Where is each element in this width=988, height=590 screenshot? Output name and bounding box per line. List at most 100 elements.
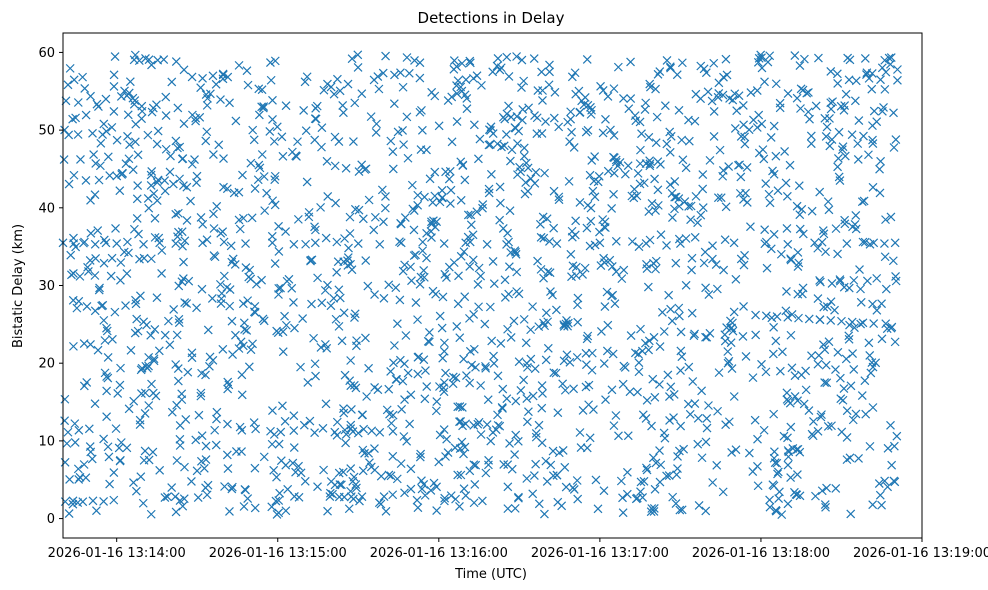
data-point <box>551 368 561 378</box>
data-point <box>307 299 316 309</box>
data-point <box>281 320 291 330</box>
data-point <box>74 425 84 435</box>
data-point <box>677 135 687 145</box>
data-point <box>465 56 475 66</box>
data-point <box>341 438 351 448</box>
data-point <box>637 346 647 356</box>
data-point <box>234 60 244 70</box>
data-point <box>259 452 269 462</box>
data-point <box>657 307 667 317</box>
data-point <box>821 360 831 370</box>
data-point <box>456 417 466 426</box>
data-point <box>244 362 254 372</box>
data-point <box>890 337 900 347</box>
data-point <box>781 306 791 316</box>
data-point <box>171 209 181 219</box>
data-point <box>351 383 361 393</box>
data-point <box>633 387 642 397</box>
data-point <box>125 140 134 150</box>
data-point <box>856 319 866 329</box>
data-point <box>582 55 592 64</box>
data-point <box>489 358 499 368</box>
data-point <box>638 493 648 502</box>
data-point <box>868 182 878 192</box>
data-point <box>771 506 781 516</box>
data-point <box>116 258 126 267</box>
data-point <box>152 293 162 303</box>
data-point <box>270 259 280 268</box>
data-point <box>144 203 154 213</box>
data-point <box>618 508 628 518</box>
data-point <box>415 73 425 83</box>
data-point <box>642 264 652 274</box>
data-point <box>403 153 413 163</box>
data-point <box>171 136 181 146</box>
data-point <box>110 52 120 62</box>
data-point <box>721 202 731 212</box>
data-point <box>662 471 671 481</box>
data-point <box>413 190 423 200</box>
data-point <box>135 420 145 429</box>
data-point <box>249 135 259 145</box>
data-point <box>465 313 474 323</box>
data-point <box>123 131 132 141</box>
data-point <box>125 77 135 87</box>
data-point-track_26km <box>826 316 836 325</box>
data-point <box>382 405 392 415</box>
data-point <box>150 213 160 223</box>
data-point-track_26km <box>761 311 771 321</box>
data-point <box>187 159 197 169</box>
data-point <box>630 348 640 358</box>
data-point <box>512 267 522 277</box>
data-point <box>131 295 140 305</box>
data-point <box>887 460 897 470</box>
data-point <box>488 67 498 77</box>
data-point <box>489 351 498 361</box>
data-point <box>537 67 546 77</box>
data-point <box>115 380 125 390</box>
data-point <box>765 495 774 505</box>
data-point <box>740 250 749 260</box>
data-point <box>197 431 207 441</box>
data-point <box>672 470 682 480</box>
data-point <box>345 376 355 386</box>
data-point <box>892 431 902 441</box>
data-point <box>775 366 785 376</box>
data-point-band_35km <box>139 239 148 249</box>
data-point <box>107 253 117 263</box>
data-point <box>850 96 860 106</box>
data-point-track_26km <box>815 315 825 325</box>
data-point <box>80 84 90 93</box>
data-point <box>512 52 522 61</box>
data-point <box>825 141 835 151</box>
data-point <box>198 73 207 83</box>
data-point <box>460 292 470 302</box>
data-point <box>157 246 167 255</box>
data-point <box>779 431 789 441</box>
data-point <box>820 345 830 355</box>
data-point <box>225 285 235 294</box>
data-point <box>404 68 414 78</box>
data-point <box>546 460 556 470</box>
data-point <box>827 421 836 431</box>
data-point <box>398 376 408 386</box>
data-point <box>211 440 221 450</box>
data-point <box>434 121 444 131</box>
data-point <box>886 53 896 62</box>
data-point <box>440 493 450 503</box>
data-point <box>300 476 310 486</box>
data-point <box>300 77 310 87</box>
data-point <box>350 313 359 322</box>
data-point <box>504 72 514 81</box>
data-point <box>585 433 595 443</box>
data-point <box>103 373 113 383</box>
data-point <box>322 156 332 166</box>
x-tick-label: 2026-01-16 13:14:00 <box>48 546 186 561</box>
data-point <box>720 336 730 346</box>
data-point <box>798 229 808 239</box>
data-point <box>338 100 348 110</box>
data-point <box>886 420 895 430</box>
data-point <box>388 490 398 500</box>
data-point-cluster_12km <box>375 427 385 437</box>
data-point <box>537 129 547 138</box>
